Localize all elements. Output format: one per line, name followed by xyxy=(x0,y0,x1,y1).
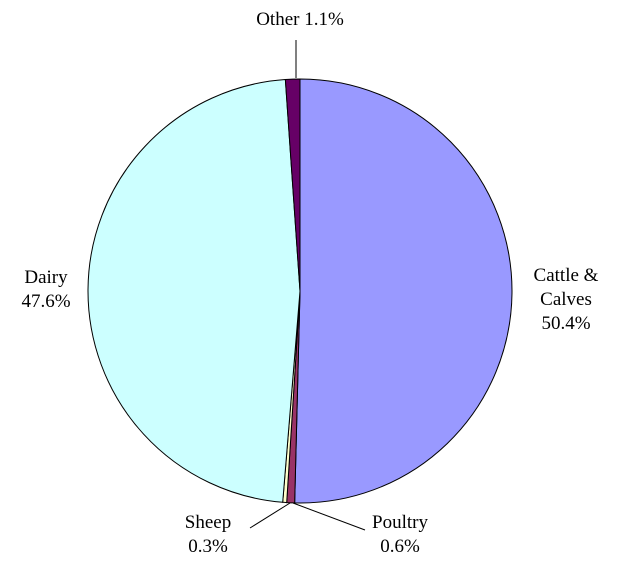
pie-slice xyxy=(294,78,513,504)
value-label: 0.6% xyxy=(380,536,420,557)
pie-slice xyxy=(284,78,301,292)
slice-label: Cattle & Calves 50.4% xyxy=(521,264,611,336)
slice-label: Poultry 0.6% xyxy=(355,511,445,559)
category-label: Other xyxy=(256,9,300,30)
value-label: 1.1% xyxy=(304,9,344,30)
slice-label: Dairy 47.6% xyxy=(1,266,91,314)
category-label: Sheep xyxy=(184,512,232,533)
value-label: 0.3% xyxy=(188,536,228,557)
pie-slice xyxy=(87,78,301,503)
category-label: Poultry xyxy=(372,512,428,533)
category-label: Dairy xyxy=(24,267,68,288)
leader-line xyxy=(292,502,366,531)
category-label: Cattle & Calves xyxy=(533,265,599,310)
value-label: 47.6% xyxy=(21,291,71,312)
slice-label: Sheep 0.3% xyxy=(163,511,253,559)
value-label: 50.4% xyxy=(541,313,591,334)
leader-line xyxy=(249,502,291,529)
slice-label: Other 1.1% xyxy=(256,8,344,32)
